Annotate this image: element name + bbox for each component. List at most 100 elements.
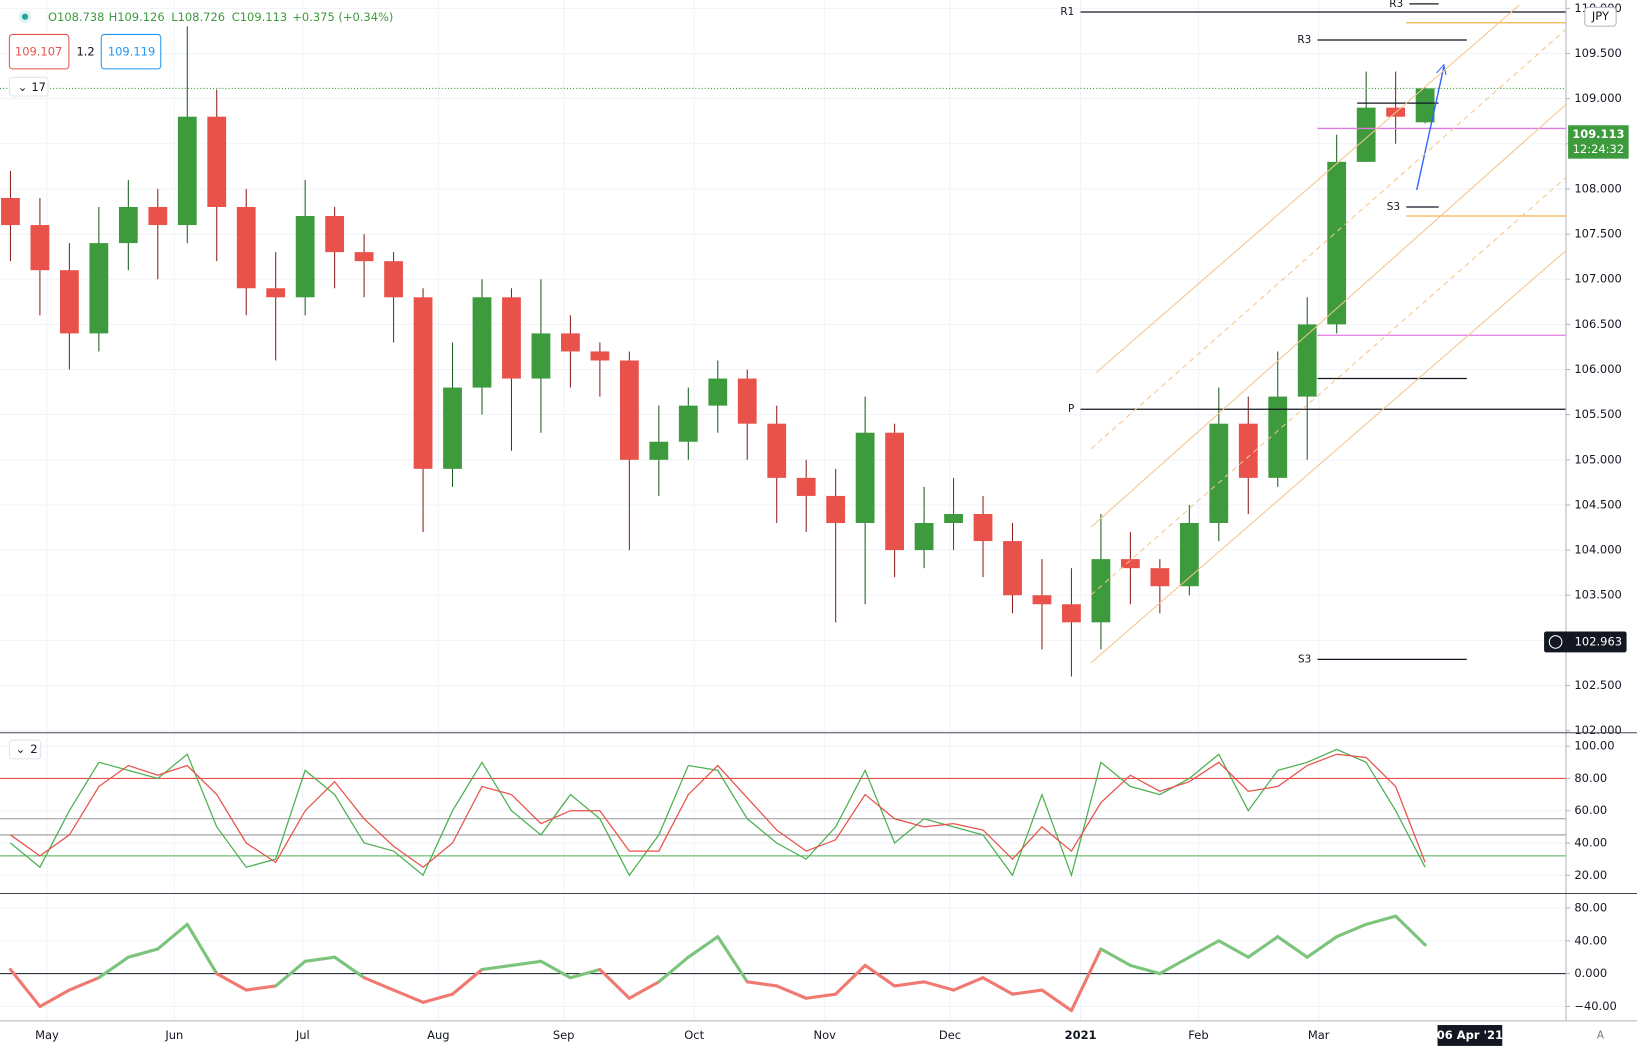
momentum-segment bbox=[568, 967, 602, 980]
momentum-segment bbox=[1246, 935, 1280, 959]
arrow-head bbox=[1436, 63, 1447, 76]
candle-body bbox=[118, 206, 138, 244]
momentum-segment bbox=[716, 935, 749, 984]
momentum-segment bbox=[215, 972, 248, 992]
candle-body bbox=[325, 216, 345, 253]
candle-body bbox=[708, 378, 728, 406]
time-highlight bbox=[1437, 1025, 1503, 1046]
candle-body bbox=[531, 333, 551, 379]
momentum-segment bbox=[1305, 935, 1339, 959]
channel bbox=[1090, 4, 1567, 664]
momentum-segment bbox=[893, 980, 926, 988]
y-tick-label: 105.500 bbox=[1574, 407, 1621, 421]
candle-body bbox=[89, 243, 109, 334]
y-tick-label: 60.00 bbox=[1574, 803, 1607, 817]
candle-body bbox=[266, 288, 286, 298]
momentum-segment bbox=[38, 988, 71, 1009]
spread: 1.2 bbox=[76, 45, 94, 59]
momentum-segment bbox=[126, 947, 160, 959]
y-tick-label: 105.000 bbox=[1574, 452, 1621, 466]
momentum-segment bbox=[1010, 988, 1044, 996]
y-tick-label: 109.500 bbox=[1574, 46, 1621, 60]
candle-body bbox=[384, 261, 403, 298]
pivot-label: S3 bbox=[1298, 653, 1311, 665]
candle-body bbox=[678, 405, 698, 442]
momentum-segment bbox=[657, 955, 690, 984]
sell-button[interactable] bbox=[8, 33, 70, 70]
candle-body bbox=[1003, 541, 1022, 596]
osc-line bbox=[10, 748, 1426, 878]
price-tag-value: 109.113 bbox=[1572, 127, 1624, 141]
candle-body bbox=[1268, 396, 1288, 478]
momentum-segment bbox=[1217, 939, 1250, 959]
momentum-segment bbox=[1394, 914, 1427, 947]
ohlc-legend: O108.738 H109.126 L108.726 C109.113 +0.375 (… bbox=[48, 10, 393, 24]
crosshair-price: 102.963 bbox=[1575, 634, 1622, 648]
buy-button[interactable] bbox=[100, 33, 162, 70]
momentum-segment bbox=[362, 976, 396, 992]
candle-body bbox=[796, 477, 816, 496]
y-tick-label: 0.000 bbox=[1574, 966, 1607, 980]
x-tick-label: Jul bbox=[295, 1028, 310, 1042]
candle-body bbox=[767, 423, 787, 478]
momentum-segment bbox=[1187, 939, 1221, 959]
y-tick-label: 100.00 bbox=[1574, 739, 1614, 753]
plus-icon[interactable] bbox=[1548, 635, 1563, 649]
candle-body bbox=[1238, 423, 1258, 478]
candle-body bbox=[649, 441, 669, 460]
momentum-segment bbox=[951, 976, 985, 992]
y-tick-label: 107.000 bbox=[1574, 272, 1621, 286]
x-tick-label: Aug bbox=[427, 1028, 449, 1042]
x-tick-label: May bbox=[35, 1028, 59, 1042]
auto-scale[interactable]: A bbox=[1597, 1029, 1605, 1041]
momentum-segment bbox=[627, 980, 661, 1000]
chevron: ⌄ bbox=[16, 742, 26, 756]
candle-body bbox=[1150, 568, 1170, 587]
candle-body bbox=[1297, 324, 1317, 397]
osc-line bbox=[10, 753, 1426, 869]
momentum-segment bbox=[598, 967, 631, 1000]
y-tick-label: 106.000 bbox=[1574, 362, 1621, 376]
momentum-segment bbox=[686, 935, 720, 959]
candle-body bbox=[885, 432, 905, 551]
y-tick-label: 104.500 bbox=[1574, 497, 1621, 511]
candle-body bbox=[502, 297, 521, 379]
momentum-segment bbox=[421, 992, 455, 1004]
momentum-segment bbox=[863, 963, 897, 988]
ask-price: 109.119 bbox=[108, 45, 155, 59]
price-tag bbox=[1568, 125, 1629, 159]
momentum-segment bbox=[156, 922, 189, 951]
pivot-label: R1 bbox=[1060, 6, 1074, 18]
candle-body bbox=[826, 495, 846, 524]
y-tick-label: 107.500 bbox=[1574, 227, 1621, 241]
momentum-segment bbox=[834, 963, 867, 996]
currency-badge[interactable] bbox=[1584, 6, 1617, 27]
momentum-segment bbox=[1364, 914, 1398, 926]
candle-body bbox=[855, 432, 875, 524]
momentum-segment bbox=[804, 992, 838, 1000]
indicator-toggle[interactable] bbox=[8, 76, 49, 97]
y-tick-label: 40.00 bbox=[1574, 836, 1607, 850]
indicator-count: 2 bbox=[30, 742, 37, 756]
candle-body bbox=[737, 378, 757, 424]
x-tick-label: Jun bbox=[164, 1028, 183, 1042]
momentum-segment bbox=[480, 963, 514, 972]
candle-body bbox=[1062, 604, 1081, 623]
momentum-segment bbox=[1099, 947, 1132, 967]
momentum-segment bbox=[509, 959, 543, 967]
momentum-segment bbox=[185, 922, 219, 976]
status-dot bbox=[21, 13, 29, 20]
candle-body bbox=[207, 116, 227, 207]
candle-body bbox=[59, 270, 79, 334]
momentum-segment bbox=[981, 976, 1015, 996]
x-tick-label: Nov bbox=[814, 1028, 837, 1042]
y-tick-label: 80.00 bbox=[1574, 771, 1607, 785]
y-tick-label: −40.00 bbox=[1574, 999, 1616, 1013]
indicator-toggle[interactable] bbox=[8, 739, 42, 760]
ohlc-item: H109.126 bbox=[109, 10, 165, 24]
y-tick-label: 103.500 bbox=[1574, 588, 1621, 602]
candle-body bbox=[1, 197, 20, 226]
candle-body bbox=[1179, 523, 1199, 587]
candle-body bbox=[1091, 559, 1111, 623]
